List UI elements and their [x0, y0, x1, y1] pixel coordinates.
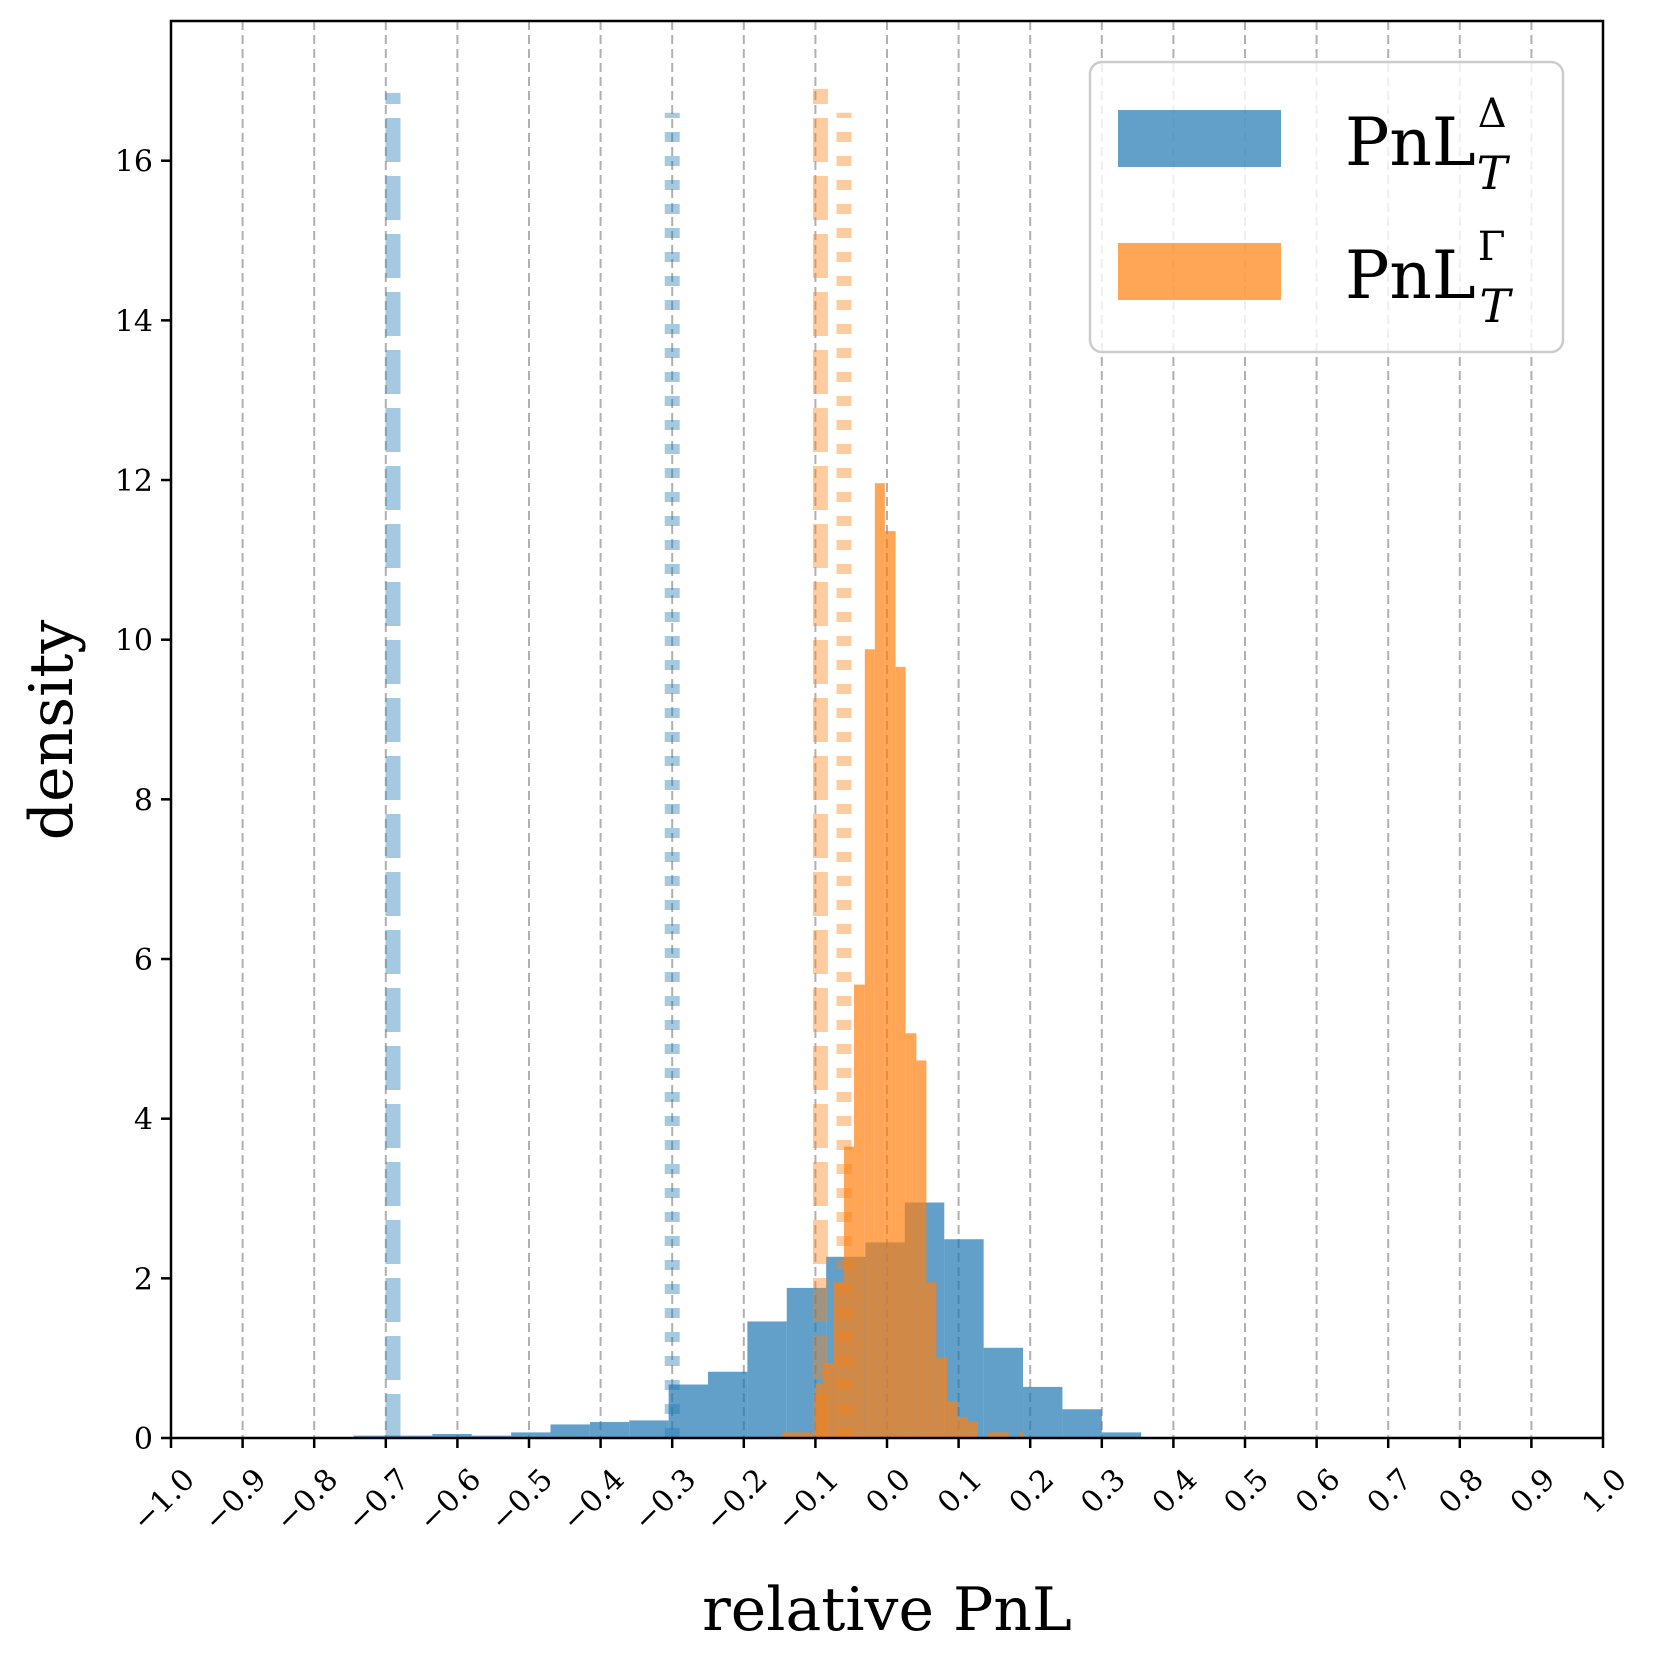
x-tick-label: 0.4	[1146, 1462, 1204, 1520]
histogram-bar	[926, 1282, 937, 1438]
x-tick-label: −0.2	[698, 1462, 774, 1538]
x-tick-label: −0.7	[340, 1462, 416, 1538]
histogram-bar	[905, 1033, 917, 1438]
histogram-bar	[983, 1347, 1024, 1438]
x-tick-label: 1.0	[1575, 1462, 1633, 1520]
x-tick-label: 0.2	[1003, 1462, 1061, 1520]
histogram-bar	[1023, 1386, 1063, 1438]
histogram-bar	[1101, 1432, 1142, 1438]
histogram-bar	[936, 1358, 948, 1438]
legend-swatch-gamma	[1118, 243, 1281, 300]
x-tick-label: 0.5	[1217, 1462, 1275, 1520]
histogram-bar	[629, 1420, 669, 1438]
x-tick-label: 0.6	[1289, 1462, 1347, 1520]
y-tick-label: 12	[115, 464, 153, 499]
x-axis-label: relative PnL	[702, 1575, 1072, 1645]
x-tick-label: 0.3	[1074, 1462, 1132, 1520]
statistic-vertical-lines	[385, 88, 852, 1438]
histogram-bar	[895, 666, 906, 1438]
legend-label-delta: PnLΔ T	[1345, 91, 1511, 200]
histogram-bar	[1062, 1409, 1102, 1438]
x-tick-label: 0.7	[1361, 1462, 1419, 1520]
x-tick-label: −0.1	[770, 1462, 846, 1538]
histogram-bar	[957, 1417, 968, 1438]
histogram-bar	[833, 1282, 845, 1438]
histogram-bar	[708, 1371, 748, 1438]
histogram-bar	[987, 1432, 1009, 1438]
y-tick-label: 2	[134, 1262, 153, 1297]
x-tick-label: −0.6	[412, 1462, 488, 1538]
y-tick-label: 8	[134, 783, 153, 818]
histogram-bar	[432, 1434, 472, 1438]
legend-label-gamma: PnLΓ T	[1345, 224, 1514, 333]
y-axis-label: density	[17, 620, 87, 841]
y-tick-label: 0	[134, 1422, 153, 1457]
histogram-bar	[854, 984, 865, 1438]
y-axis-ticks: 0 2 4 6 8 10 12 16 14	[115, 145, 171, 1457]
y-tick-label: 16	[115, 145, 153, 180]
histogram-bar	[781, 1432, 813, 1438]
histogram-gamma-bars	[781, 483, 1024, 1438]
histogram-bar	[874, 483, 885, 1438]
y-tick-label: 10	[115, 624, 153, 659]
x-tick-label: 0.1	[931, 1462, 989, 1520]
histogram-bar	[947, 1401, 958, 1438]
x-tick-label: −0.9	[197, 1462, 273, 1538]
histogram-bar	[884, 531, 896, 1438]
x-tick-label: 0.0	[859, 1462, 917, 1520]
legend: PnLΔ T PnLΓ T	[1088, 60, 1565, 354]
histogram-bar	[550, 1424, 590, 1438]
x-tick-label: 0.8	[1432, 1462, 1490, 1520]
x-tick-label: −1.0	[126, 1462, 202, 1538]
y-tick-label: 14	[115, 304, 153, 339]
histogram-bar	[844, 1146, 855, 1438]
x-tick-label: −0.4	[555, 1462, 631, 1538]
x-tick-label: −0.8	[269, 1462, 345, 1538]
histogram-bar	[747, 1321, 787, 1438]
x-axis-ticks: −1.0−0.9−0.8−0.7−0.6−0.5−0.4−0.3−0.2−0.1…	[126, 1438, 1634, 1538]
histogram-bar	[668, 1384, 708, 1438]
histogram-bar	[916, 1060, 927, 1438]
histogram-bar	[1019, 1432, 1024, 1438]
histogram-bar	[815, 1383, 824, 1438]
y-tick-label: 4	[134, 1103, 153, 1138]
histogram-bar	[511, 1432, 551, 1438]
y-tick-label: 6	[134, 943, 153, 978]
histogram-delta-bars	[353, 1202, 1142, 1438]
legend-swatch-delta	[1118, 110, 1281, 167]
histogram-bar	[967, 1422, 978, 1438]
x-tick-label: 0.9	[1504, 1462, 1562, 1520]
x-tick-label: −0.5	[484, 1462, 560, 1538]
x-tick-label: −0.3	[627, 1462, 703, 1538]
histogram-bar	[864, 649, 875, 1438]
histogram-bar	[589, 1422, 630, 1438]
histogram-bar	[823, 1362, 834, 1438]
